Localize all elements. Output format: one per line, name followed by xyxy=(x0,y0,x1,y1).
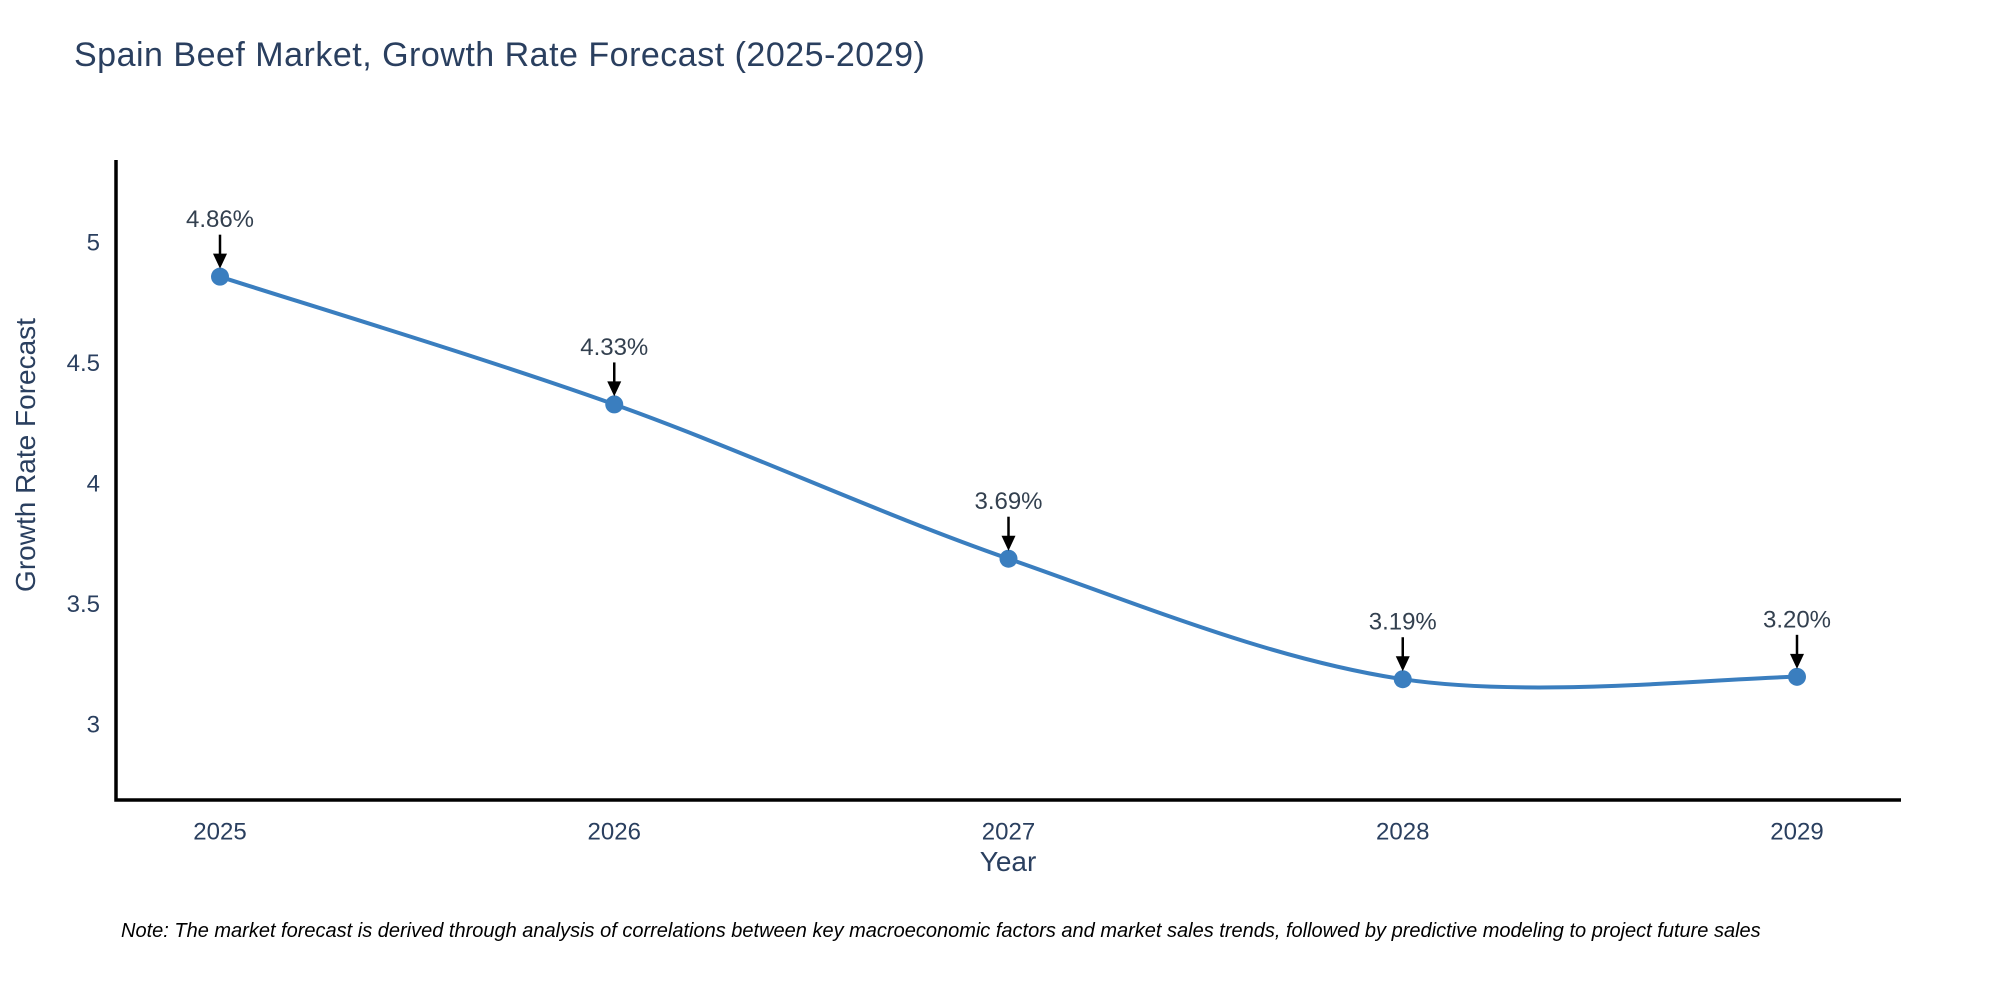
x-tick-label: 2027 xyxy=(982,819,1035,846)
footnote: Note: The market forecast is derived thr… xyxy=(121,920,1761,942)
axis-lines xyxy=(114,160,1901,802)
y-tick-label: 3 xyxy=(87,712,100,739)
data-point-2027 xyxy=(999,549,1018,568)
trend-line xyxy=(218,274,1799,690)
annotation-arrowhead xyxy=(1790,653,1804,669)
y-axis-title: Growth Rate Forecast xyxy=(10,318,41,592)
y-tick-label: 3.5 xyxy=(67,591,100,618)
y-tick-label: 4 xyxy=(87,470,100,497)
point-label-2029: 3.20% xyxy=(1763,606,1831,633)
data-point-2026 xyxy=(605,395,624,414)
y-tick-label: 4.5 xyxy=(67,350,100,377)
data-point-2025 xyxy=(211,267,229,286)
x-tick-label: 2028 xyxy=(1376,819,1429,846)
x-tick-label: 2026 xyxy=(588,819,641,846)
point-label-2026: 4.33% xyxy=(580,334,648,361)
data-point-2029 xyxy=(1788,667,1806,686)
chart-title: Spain Beef Market, Growth Rate Forecast … xyxy=(74,36,926,74)
data-point-2028 xyxy=(1393,670,1412,689)
point-label-2028: 3.19% xyxy=(1369,609,1437,636)
annotation-arrowhead xyxy=(1001,535,1016,551)
annotation-arrowhead xyxy=(213,253,227,269)
annotation-arrowhead xyxy=(1395,656,1410,672)
x-axis-title: Year xyxy=(979,846,1037,877)
point-label-2027: 3.69% xyxy=(974,488,1042,515)
x-tick-label: 2025 xyxy=(193,819,246,846)
y-tick-label: 5 xyxy=(87,229,100,256)
x-tick-label: 2029 xyxy=(1770,819,1823,846)
annotation-arrowhead xyxy=(607,381,622,397)
point-label-2025: 4.86% xyxy=(186,206,254,233)
